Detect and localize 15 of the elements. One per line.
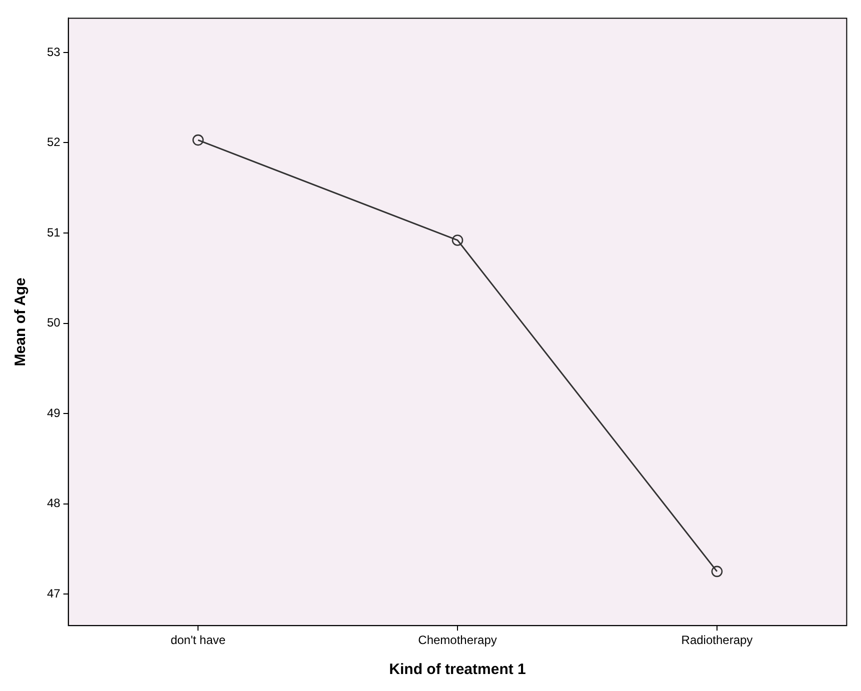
y-tick-label: 47	[46, 586, 61, 600]
y-tick-label: 53	[46, 44, 61, 59]
point	[452, 234, 464, 246]
y-axis-title: Mean of Age	[12, 278, 30, 366]
point	[192, 134, 204, 146]
y-tick-label: 51	[46, 225, 61, 240]
y-tick-label: 50	[46, 316, 61, 330]
x-tick-label: don't have	[170, 633, 226, 648]
y-tick-label: 52	[46, 135, 61, 150]
y-tick-label: 48	[46, 496, 61, 510]
point	[711, 566, 723, 578]
x-tick-label: Chemotherapy	[418, 633, 497, 648]
y-tick-label: 49	[46, 406, 61, 420]
x-tick-label: Radiotherapy	[681, 633, 753, 648]
x-axis-title: Kind of treatment 1	[389, 661, 526, 678]
